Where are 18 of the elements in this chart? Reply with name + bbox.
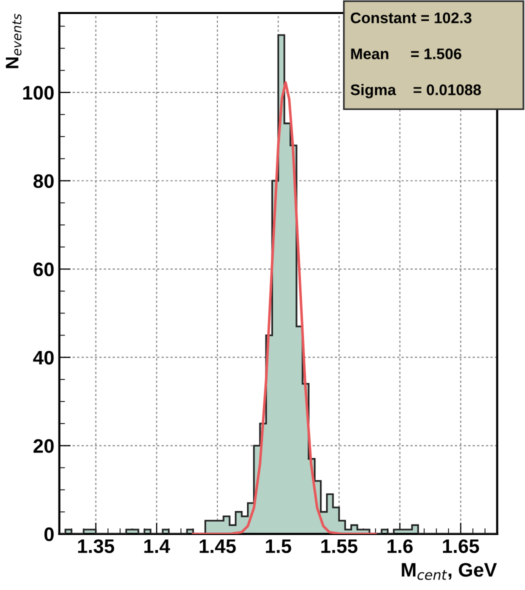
x-tick-label: 1.65 [442,539,480,554]
y-tick-label: 80 [33,174,54,188]
y-tick-label: 0 [44,527,54,542]
x-tick-label: 1.5 [266,540,292,554]
annotation: Sigma = 0.01088 [350,84,481,98]
y-axis-title: N$_{events}$ [6,14,22,68]
x-tick-label: 1.4 [144,540,170,553]
x-tick-label: 1.45 [200,540,236,554]
annotation: Constant = 102.3 [350,12,472,24]
y-tick-label: 60 [34,262,54,276]
y-tick-label: 100 [23,86,54,100]
y-tick-label: 40 [33,350,54,365]
annotation: Mean = 1.506 [351,48,462,60]
y-tick-label: 20 [34,439,54,453]
x-axis-title: M$_{cent}$, GeV [402,562,497,580]
x-tick-label: 1.6 [388,539,413,554]
x-tick-label: 1.35 [78,539,114,554]
x-tick-label: 1.55 [321,540,358,554]
